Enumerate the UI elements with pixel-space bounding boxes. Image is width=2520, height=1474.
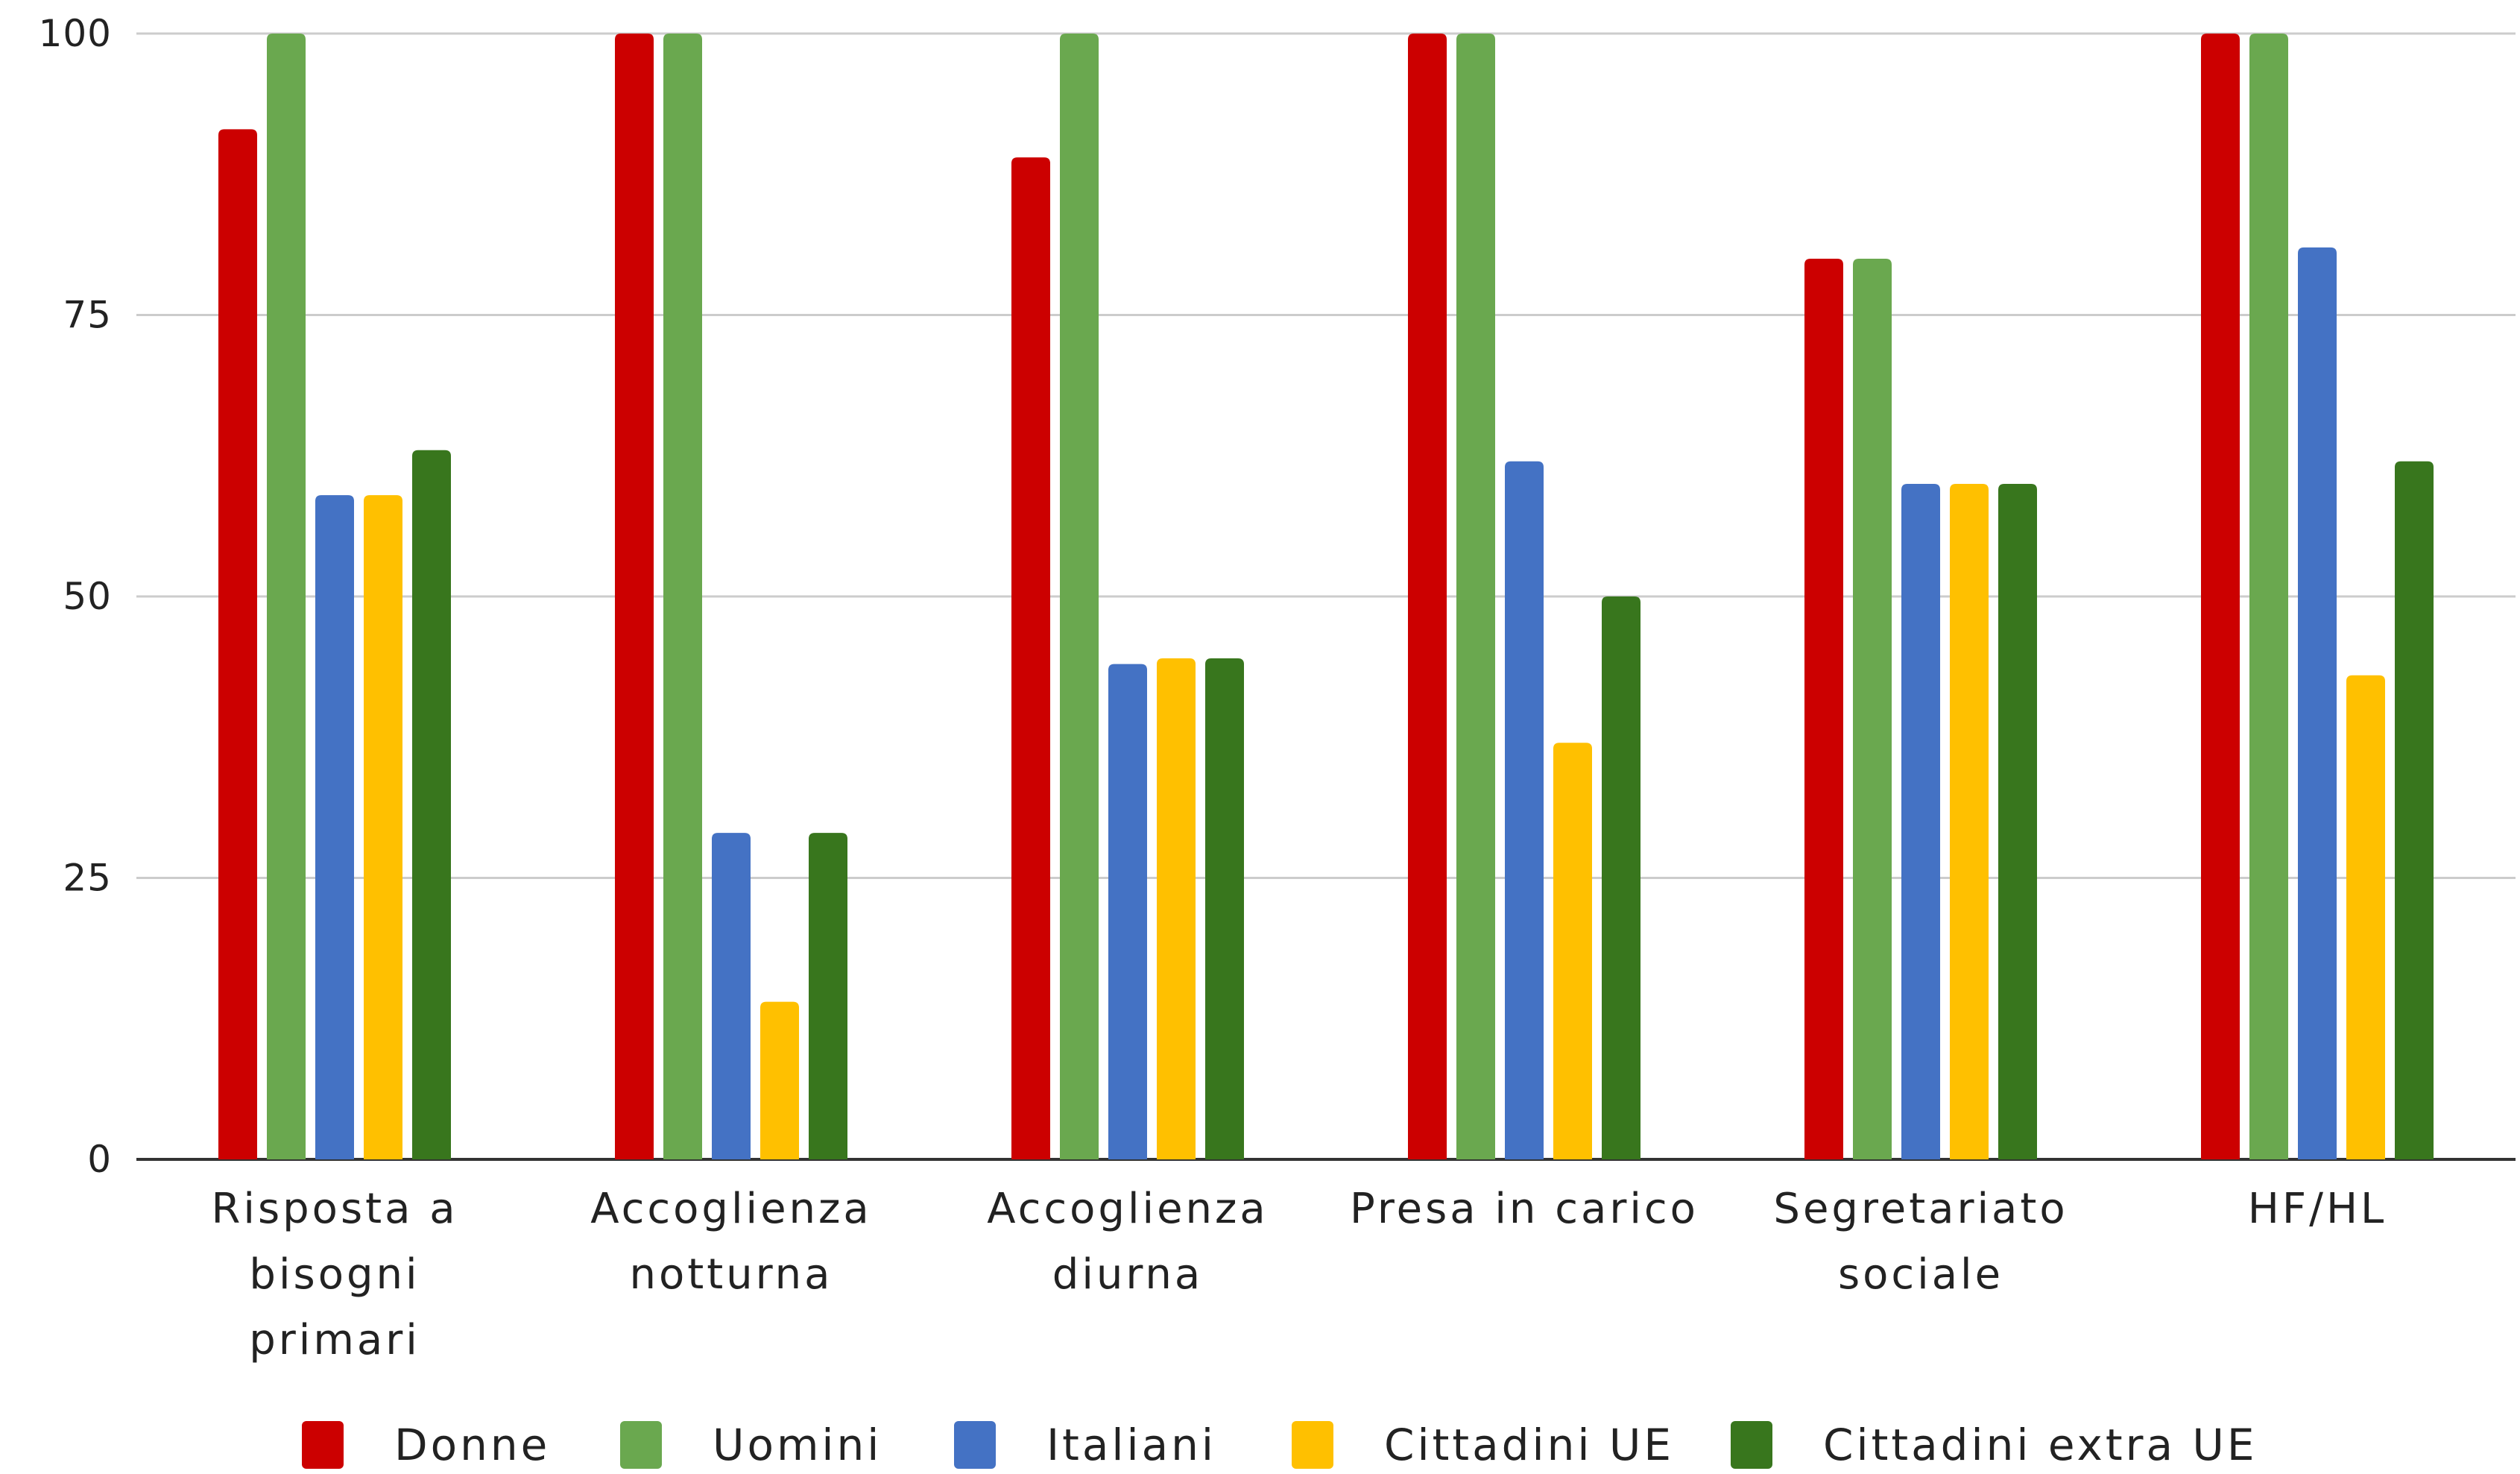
legend-swatch	[302, 1421, 344, 1469]
x-category-label: Risposta a	[211, 1185, 458, 1233]
bar-italiani	[1505, 461, 1544, 1159]
bar-uomini	[1060, 34, 1099, 1159]
legend-label: Uomini	[713, 1420, 882, 1470]
legend-item-cittadini-ue: Cittadini UE	[1292, 1420, 1674, 1470]
gridlines	[136, 32, 2516, 1161]
bar-italiani	[712, 833, 751, 1159]
bar-italiani	[2298, 247, 2337, 1159]
bar-donne	[218, 129, 257, 1160]
bar-italiani	[315, 495, 354, 1159]
bar-uomini	[267, 34, 306, 1159]
x-category-label: Accoglienza	[987, 1185, 1268, 1233]
bar-donne	[1804, 259, 1843, 1159]
legend-item-donne: Donne	[302, 1420, 550, 1470]
y-axis-ticks: 0 25 50 75 100	[39, 12, 112, 1181]
legend-label: Donne	[394, 1420, 550, 1470]
x-category-label: HF/HL	[2248, 1185, 2387, 1233]
y-tick-label: 75	[63, 294, 112, 337]
legend-swatch	[954, 1421, 996, 1469]
legend-swatch	[1731, 1421, 1772, 1469]
bar-cittadini-ue	[1553, 743, 1592, 1159]
x-category-label: diurna	[1052, 1250, 1203, 1299]
x-category-label: sociale	[1838, 1250, 2003, 1299]
bar-uomini	[1456, 34, 1495, 1159]
bar-uomini	[1853, 259, 1892, 1159]
legend-swatch	[620, 1421, 662, 1469]
y-tick-label: 100	[39, 12, 112, 55]
bar-donne	[615, 34, 654, 1159]
x-category-label: notturna	[629, 1250, 833, 1299]
legend-label: Cittadini UE	[1384, 1420, 1674, 1470]
bar-cittadini-extra-ue	[809, 833, 847, 1159]
bar-donne	[2201, 34, 2240, 1159]
legend-label: Cittadini extra UE	[1823, 1420, 2258, 1470]
bar-uomini	[2249, 34, 2288, 1159]
legend-item-italiani: Italiani	[954, 1420, 1216, 1470]
bar-uomini	[663, 34, 702, 1159]
bar-cittadini-ue	[2346, 675, 2385, 1159]
bar-cittadini-extra-ue	[1205, 658, 1244, 1159]
x-axis-categories: Risposta a bisogni primari Accoglienza nottu…	[211, 1185, 2387, 1364]
x-category-label: primari	[249, 1316, 420, 1364]
bar-cittadini-extra-ue	[1602, 596, 1640, 1159]
bar-italiani	[1901, 484, 1940, 1159]
legend-swatch	[1292, 1421, 1333, 1469]
legend-item-cittadini-extra-ue: Cittadini extra UE	[1731, 1420, 2258, 1470]
y-tick-label: 50	[63, 575, 112, 618]
legend-item-uomini: Uomini	[620, 1420, 882, 1470]
bar-italiani	[1108, 664, 1147, 1159]
bar-cittadini-extra-ue	[2395, 461, 2434, 1159]
bar-cittadini-ue	[364, 495, 402, 1159]
x-category-label: bisogni	[249, 1250, 420, 1299]
legend: Donne Uomini Italiani Cittadini UE Cittadini…	[302, 1420, 2258, 1470]
x-category-label: Accoglienza	[590, 1185, 871, 1233]
bar-cittadini-extra-ue	[1998, 484, 2037, 1159]
x-category-label: Presa in carico	[1350, 1185, 1699, 1233]
bar-donne	[1408, 34, 1447, 1159]
y-tick-label: 25	[63, 857, 112, 900]
bar-donne	[1011, 157, 1050, 1160]
bars	[218, 34, 2434, 1160]
x-category-label: Segretariato	[1773, 1185, 2068, 1233]
bar-cittadini-ue	[1950, 484, 1989, 1159]
bar-cittadini-ue	[760, 1001, 799, 1159]
legend-label: Italiani	[1046, 1420, 1216, 1470]
bar-cittadini-ue	[1157, 658, 1196, 1159]
bar-cittadini-extra-ue	[412, 450, 451, 1159]
y-tick-label: 0	[87, 1138, 112, 1181]
